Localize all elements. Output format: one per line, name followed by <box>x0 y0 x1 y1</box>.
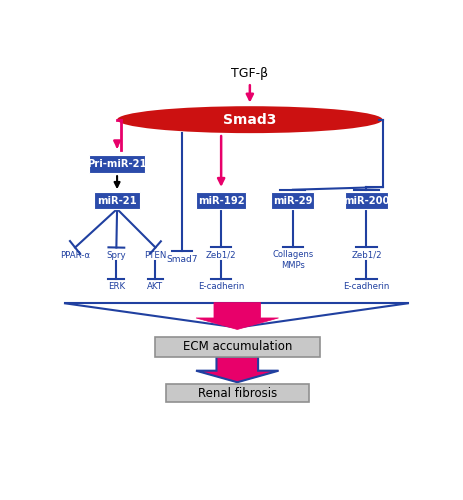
Text: miR-200: miR-200 <box>343 196 390 205</box>
Text: Collagens
MMPs: Collagens MMPs <box>272 250 313 270</box>
Text: Smad7: Smad7 <box>166 255 197 264</box>
FancyBboxPatch shape <box>155 337 320 357</box>
Text: AKT: AKT <box>147 282 163 291</box>
Text: TGF-β: TGF-β <box>232 67 269 80</box>
Text: miR-21: miR-21 <box>97 196 137 205</box>
FancyBboxPatch shape <box>94 192 140 209</box>
Polygon shape <box>196 302 279 330</box>
Text: E-cadherin: E-cadherin <box>198 282 244 291</box>
Text: ERK: ERK <box>108 282 125 291</box>
Text: E-cadherin: E-cadherin <box>343 282 390 291</box>
Ellipse shape <box>117 106 382 133</box>
FancyBboxPatch shape <box>271 192 314 209</box>
FancyBboxPatch shape <box>345 192 388 209</box>
FancyBboxPatch shape <box>89 154 145 173</box>
Text: ECM accumulation: ECM accumulation <box>182 340 292 353</box>
Text: PTEN: PTEN <box>144 250 167 260</box>
FancyBboxPatch shape <box>196 192 246 209</box>
Text: miR-192: miR-192 <box>198 196 244 205</box>
Polygon shape <box>196 357 279 382</box>
Text: Smad3: Smad3 <box>223 112 276 126</box>
Text: Renal fibrosis: Renal fibrosis <box>198 386 277 400</box>
FancyBboxPatch shape <box>166 384 309 402</box>
Text: Zeb1/2: Zeb1/2 <box>206 250 237 260</box>
Text: miR-29: miR-29 <box>273 196 313 205</box>
Text: PPAR-α: PPAR-α <box>60 250 90 260</box>
Text: Zeb1/2: Zeb1/2 <box>351 250 382 260</box>
Text: Spry: Spry <box>106 250 126 260</box>
Text: Pri-miR-21: Pri-miR-21 <box>87 159 147 169</box>
